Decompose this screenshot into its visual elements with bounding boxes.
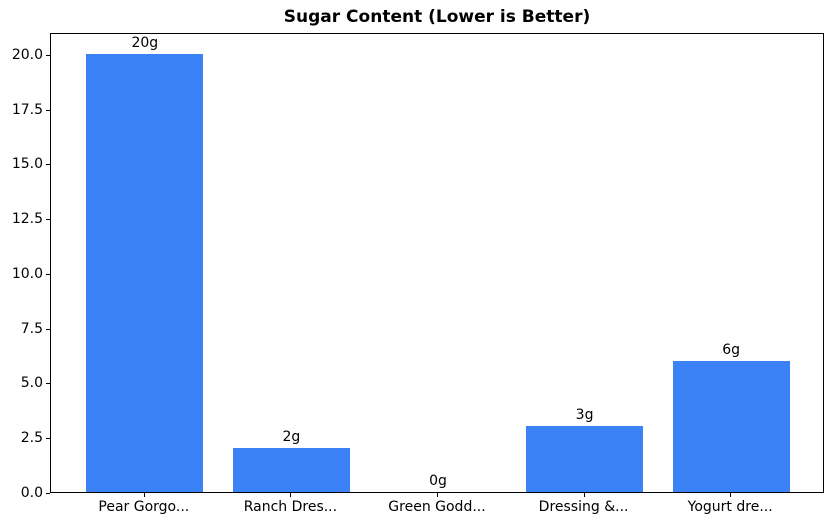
- y-tick-label-3: 7.5: [20, 320, 43, 337]
- bar-value-label-4: 6g: [722, 341, 741, 358]
- x-tick-mark-1: [290, 493, 292, 497]
- bar-0: [86, 53, 204, 492]
- y-tick-mark-3: [46, 328, 50, 330]
- chart-title: Sugar Content (Lower is Better): [283, 7, 591, 27]
- y-tick-mark-7: [46, 109, 50, 111]
- x-tick-label-3: Dressing &...: [538, 499, 629, 515]
- x-tick-label-2: Green Godd...: [388, 499, 486, 515]
- bar-value-label-3: 3g: [575, 407, 594, 424]
- y-tick-mark-1: [46, 438, 50, 440]
- bar-1: [232, 448, 351, 492]
- x-tick-mark-3: [583, 493, 585, 497]
- y-tick-mark-0: [46, 493, 50, 494]
- x-tick-mark-0: [143, 493, 145, 497]
- bar-value-label-0: 20g: [131, 34, 159, 51]
- x-tick-label-4: Yogurt dre...: [687, 499, 773, 515]
- bar-4: [672, 360, 790, 492]
- x-tick-mark-2: [437, 493, 438, 497]
- y-tick-label-1: 2.5: [20, 430, 43, 447]
- bar-value-label-2: 0g: [429, 473, 447, 489]
- x-tick-label-1: Ranch Dres...: [243, 499, 338, 515]
- y-tick-label-8: 20.0: [11, 46, 43, 63]
- bar-3: [525, 426, 644, 492]
- y-tick-label-2: 5.0: [20, 375, 43, 392]
- y-tick-label-5: 12.5: [11, 211, 43, 228]
- plot-area: 20g 2g 0g 3g 6g: [50, 33, 824, 493]
- y-tick-mark-6: [46, 164, 50, 166]
- y-tick-label-4: 10.0: [11, 265, 43, 282]
- y-tick-label-0: 0.0: [20, 485, 43, 501]
- x-tick-mark-4: [730, 493, 732, 497]
- y-tick-mark-2: [46, 383, 50, 385]
- y-tick-label-6: 15.0: [11, 156, 43, 173]
- y-tick-label-7: 17.5: [11, 101, 43, 118]
- bar-value-label-1: 2g: [282, 429, 301, 446]
- x-tick-label-0: Pear Gorgo...: [98, 499, 190, 515]
- y-tick-mark-8: [46, 54, 50, 56]
- y-tick-mark-4: [46, 273, 50, 275]
- y-tick-mark-5: [46, 219, 50, 221]
